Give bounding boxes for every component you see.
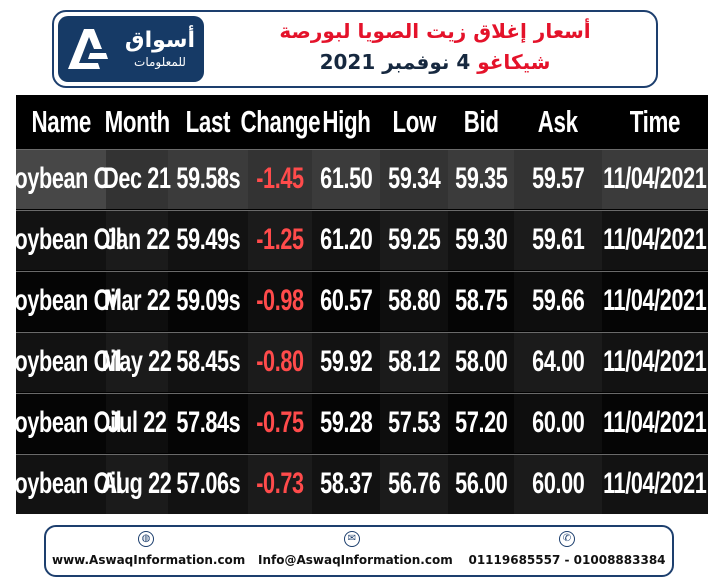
- cell-high: 59.28: [319, 406, 373, 439]
- row-divider: [16, 454, 708, 455]
- cell-name: Soybean Oil: [0, 406, 122, 439]
- table-row: Soybean Oil Jul 22 57.84s -0.75 59.28 57.53 57…: [0, 393, 708, 453]
- column-header-low: Low: [392, 104, 436, 139]
- cell-low: 57.53: [380, 393, 448, 453]
- phone-contact[interactable]: ✆ 01119685557 - 01008883384: [464, 531, 670, 575]
- envelope-icon: ✉: [344, 531, 360, 547]
- row-divider: [16, 393, 708, 394]
- cell-bid: 59.30: [454, 223, 508, 256]
- table-row: Soybean Oil Jan 22 59.49s -1.25 61.20 59.25 59…: [0, 210, 708, 270]
- cell-month: Aug 22: [102, 454, 172, 514]
- table-row: Soybean Oil Dec 21 59.58s -1.45 61.50 59.34 59…: [1, 149, 708, 209]
- website-contact[interactable]: ◍ www.AswaqInformation.com: [52, 531, 246, 575]
- column-header-last: Last: [185, 104, 231, 139]
- cell-change: -1.25: [248, 210, 312, 270]
- phone-text: 01119685557 - 01008883384: [468, 553, 666, 567]
- cell-time: 11/04/2021: [603, 284, 707, 317]
- header-banner: أسواق للمعلومات أسعار إغلاق زيت الصويا ل…: [52, 10, 658, 88]
- row-divider: [16, 149, 708, 150]
- email-contact[interactable]: ✉ Info@AswaqInformation.com: [258, 531, 453, 575]
- cell-high: 61.20: [319, 223, 373, 256]
- table-header-row: Name Month Last Change High Low Bid Ask Time: [16, 95, 708, 149]
- column-header-high: High: [321, 104, 371, 139]
- logo: أسواق للمعلومات: [58, 16, 204, 82]
- title-date: 4 نوفمبر 2021: [319, 50, 471, 74]
- cell-bid: 58.75: [454, 284, 508, 317]
- title-line-1: أسعار إغلاق زيت الصويا لبورصة: [279, 19, 591, 43]
- cell-change: -0.73: [248, 454, 312, 514]
- email-text: Info@AswaqInformation.com: [258, 553, 453, 567]
- cell-last: 59.58s: [176, 162, 240, 195]
- cell-last: 59.49s: [176, 223, 240, 256]
- cell-bid: 56.00: [454, 467, 508, 500]
- cell-ask: 64.00: [514, 332, 602, 392]
- cell-month: Jul 22: [106, 393, 168, 453]
- cell-time: 11/04/2021: [603, 467, 707, 500]
- cell-last: 57.06s: [176, 467, 240, 500]
- phone-icon: ✆: [559, 531, 575, 547]
- logo-name: أسواق: [124, 28, 196, 53]
- cell-ask: 59.57: [514, 149, 602, 209]
- cell-month: Dec 21: [103, 149, 171, 209]
- cell-low: 59.34: [380, 149, 448, 209]
- cell-month: May 22: [102, 332, 172, 392]
- cell-last: 57.84s: [176, 406, 240, 439]
- cell-low: 58.12: [380, 332, 448, 392]
- cell-high: 58.37: [319, 467, 373, 500]
- cell-ask: 60.00: [514, 454, 602, 514]
- column-header-change: Change: [240, 104, 320, 139]
- table-row: Soybean Oil Aug 22 57.06s -0.73 58.37 56.76 56…: [0, 454, 708, 514]
- cell-bid: 58.00: [454, 345, 508, 378]
- cell-change: -0.80: [248, 332, 312, 392]
- cell-change: -0.75: [248, 393, 312, 453]
- cell-bid: 57.20: [454, 406, 508, 439]
- cell-name: Soybean Oil: [1, 149, 122, 209]
- cell-month: Jan 22: [104, 210, 170, 270]
- cell-high: 61.50: [319, 162, 373, 195]
- cell-ask: 59.61: [514, 210, 602, 270]
- cell-low: 59.25: [380, 210, 448, 270]
- cell-name: Soybean Oil: [0, 467, 122, 500]
- cell-ask: 60.00: [514, 393, 602, 453]
- row-divider: [16, 271, 708, 272]
- aswaq-logo-icon: [58, 16, 116, 82]
- cell-name: Soybean Oil: [0, 223, 122, 256]
- cell-name: Soybean Oil: [0, 345, 122, 378]
- website-text: www.AswaqInformation.com: [52, 553, 246, 567]
- cell-high: 60.57: [319, 284, 373, 317]
- logo-subtitle: للمعلومات: [134, 55, 186, 69]
- cell-change: -0.98: [248, 271, 312, 331]
- row-divider: [16, 332, 708, 333]
- column-header-name: Name: [31, 104, 91, 139]
- cell-last: 59.09s: [176, 284, 240, 317]
- cell-high: 59.92: [319, 345, 373, 378]
- cell-name: Soybean Oil: [0, 284, 122, 317]
- cell-month: Mar 22: [104, 271, 171, 331]
- cell-time: 11/04/2021: [603, 223, 707, 256]
- cell-low: 58.80: [380, 271, 448, 331]
- column-header-ask: Ask: [538, 104, 578, 139]
- column-header-bid: Bid: [463, 104, 499, 139]
- cell-bid: 59.35: [454, 162, 508, 195]
- page-title: أسعار إغلاق زيت الصويا لبورصة شيكاغو 4 ن…: [224, 16, 646, 82]
- table-row: Soybean Oil May 22 58.45s -0.80 59.92 58.12 58…: [0, 332, 708, 392]
- cell-last: 58.45s: [176, 345, 240, 378]
- table-row: Soybean Oil Mar 22 59.09s -0.98 60.57 58.80 58…: [0, 271, 708, 331]
- row-divider: [16, 210, 708, 211]
- cell-time: 11/04/2021: [603, 345, 707, 378]
- cell-time: 11/04/2021: [603, 406, 707, 439]
- cell-change: -1.45: [248, 149, 312, 209]
- column-header-month: Month: [104, 104, 170, 139]
- contact-footer: ◍ www.AswaqInformation.com ✉ Info@AswaqI…: [44, 525, 674, 577]
- cell-time: 11/04/2021: [603, 162, 707, 195]
- title-line-2: شيكاغو 4 نوفمبر 2021: [224, 46, 646, 78]
- globe-icon: ◍: [138, 531, 154, 547]
- cell-ask: 59.66: [514, 271, 602, 331]
- cell-low: 56.76: [380, 454, 448, 514]
- title-exchange: شيكاغو: [477, 50, 551, 74]
- prices-table: Name Month Last Change High Low Bid Ask Time Soyb…: [0, 95, 708, 514]
- column-header-time: Time: [629, 104, 681, 139]
